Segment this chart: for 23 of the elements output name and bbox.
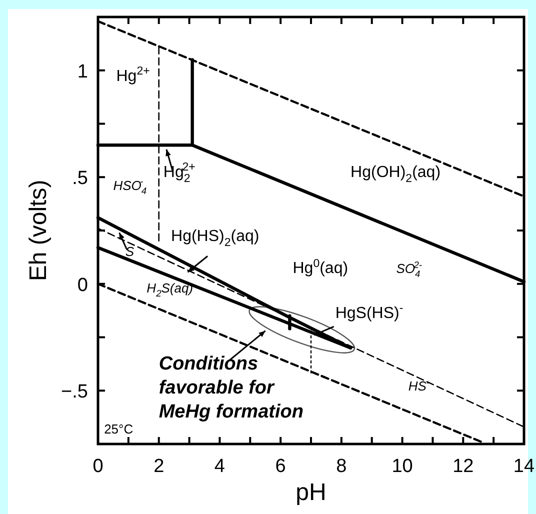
annotation: S (125, 244, 134, 260)
x-axis-title: pH (296, 479, 326, 506)
annotation: Conditions favorable for MeHg formation (158, 353, 304, 422)
y-axis-title: Eh (volts) (25, 180, 52, 282)
x-tick-label: 6 (275, 456, 286, 477)
annotation: HgS(HS)$^{-}$ (335, 302, 404, 322)
y-tick-label: 0 (77, 274, 88, 296)
y-tick-label: 1 (77, 61, 88, 82)
x-tick-label: 0 (92, 456, 104, 477)
x-tick-label: 10 (392, 456, 413, 477)
y-tick-label: −.5 (61, 382, 88, 403)
x-tick-label: 4 (214, 456, 226, 477)
annotation: Hg$^{0}$(aq) (292, 258, 348, 278)
annotation: 25°C (104, 421, 134, 436)
y-tick-label: .5 (72, 168, 88, 190)
x-tick-label: 14 (513, 456, 535, 477)
x-tick-label: 12 (452, 456, 474, 477)
annotation: Hg(HS)$_{2}$(aq) (171, 228, 260, 249)
annotation: Hg$^{2+}$ (116, 66, 150, 86)
annotation: H$_{2}$S(aq) (146, 280, 194, 298)
annotation: Hg(OH)$_{2}$(aq) (350, 164, 441, 185)
x-tick-label: 8 (336, 456, 347, 477)
x-tick-label: 2 (154, 456, 164, 477)
